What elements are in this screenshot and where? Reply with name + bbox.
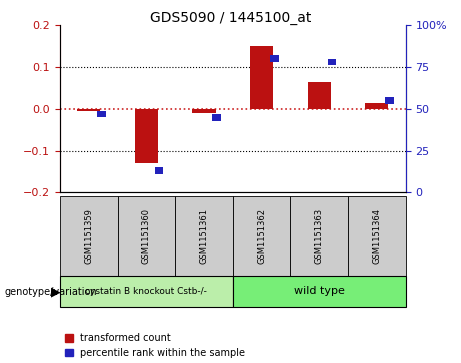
Bar <box>290 196 348 276</box>
Bar <box>193 109 216 113</box>
Bar <box>270 56 278 62</box>
Bar <box>385 97 394 104</box>
Bar <box>135 109 158 163</box>
Text: ▶: ▶ <box>52 286 61 299</box>
Bar <box>328 59 336 65</box>
Text: GSM1151364: GSM1151364 <box>372 208 381 264</box>
Bar <box>348 196 406 276</box>
Text: wild type: wild type <box>294 286 345 296</box>
Bar <box>118 196 175 276</box>
Text: GSM1151359: GSM1151359 <box>84 208 93 264</box>
Bar <box>308 82 331 109</box>
Text: GSM1151360: GSM1151360 <box>142 208 151 264</box>
Text: genotype/variation: genotype/variation <box>5 287 97 297</box>
Bar <box>365 103 388 109</box>
Bar <box>155 167 163 174</box>
Bar <box>77 109 100 111</box>
Bar <box>233 196 290 276</box>
Text: GSM1151363: GSM1151363 <box>315 208 324 264</box>
Bar <box>60 276 233 307</box>
Text: cystatin B knockout Cstb-/-: cystatin B knockout Cstb-/- <box>85 287 207 296</box>
Legend: transformed count, percentile rank within the sample: transformed count, percentile rank withi… <box>65 333 245 358</box>
Text: GSM1151362: GSM1151362 <box>257 208 266 264</box>
Bar <box>97 111 106 117</box>
Text: GDS5090 / 1445100_at: GDS5090 / 1445100_at <box>150 11 311 25</box>
Bar <box>175 196 233 276</box>
Bar <box>213 114 221 121</box>
Bar <box>233 276 406 307</box>
Text: GSM1151361: GSM1151361 <box>200 208 208 264</box>
Bar <box>250 46 273 109</box>
Bar <box>60 196 118 276</box>
